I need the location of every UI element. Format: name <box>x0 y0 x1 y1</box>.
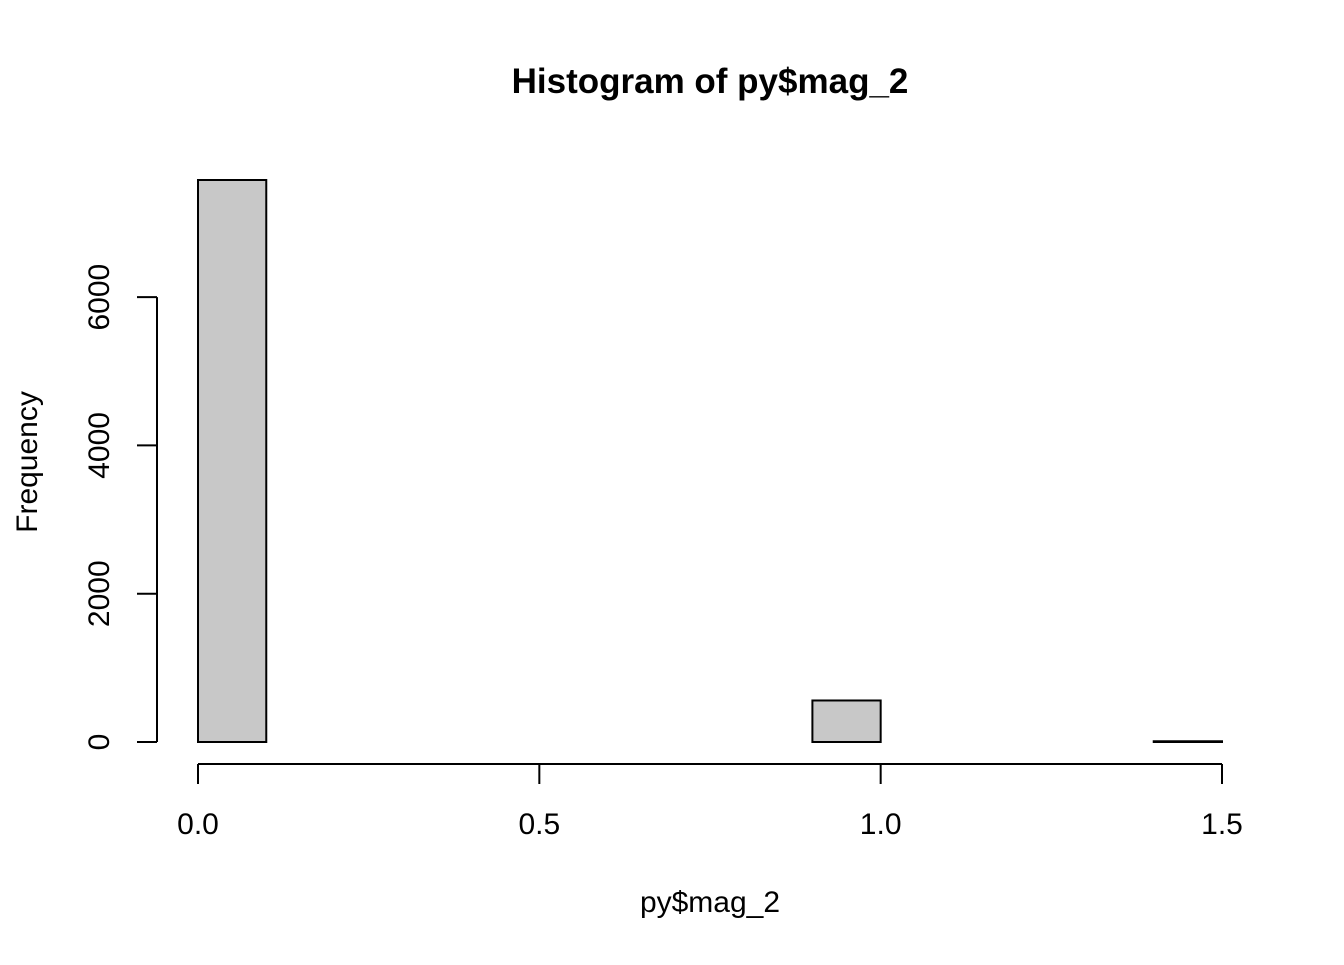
y-tick-label: 0 <box>83 734 116 751</box>
y-tick-label: 4000 <box>83 412 116 479</box>
chart-title: Histogram of py$mag_2 <box>512 62 909 101</box>
x-tick-label: 1.5 <box>1201 808 1243 841</box>
bars-group <box>197 179 1223 744</box>
y-tick-label: 2000 <box>83 560 116 627</box>
x-axis: 0.0 0.5 1.0 1.5 <box>177 763 1243 841</box>
y-tick-label: 6000 <box>83 264 116 331</box>
y-axis: 0 2000 4000 6000 <box>83 264 158 751</box>
x-tick-label: 0.0 <box>177 808 219 841</box>
histogram-bar <box>1152 740 1223 743</box>
x-axis-label: py$mag_2 <box>640 886 780 919</box>
y-axis-label: Frequency <box>11 391 44 533</box>
x-tick-label: 0.5 <box>518 808 560 841</box>
histogram-bar <box>811 699 882 744</box>
x-tick-label: 1.0 <box>860 808 902 841</box>
histogram-bar <box>197 179 268 743</box>
